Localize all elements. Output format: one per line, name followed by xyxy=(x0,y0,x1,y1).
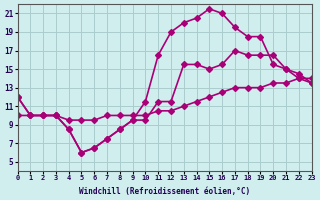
X-axis label: Windchill (Refroidissement éolien,°C): Windchill (Refroidissement éolien,°C) xyxy=(79,187,250,196)
